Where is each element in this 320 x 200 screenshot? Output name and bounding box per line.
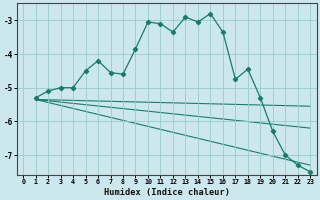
X-axis label: Humidex (Indice chaleur): Humidex (Indice chaleur) [104,188,230,197]
